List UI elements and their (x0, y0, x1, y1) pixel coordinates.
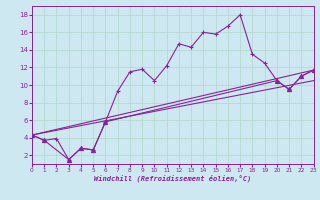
X-axis label: Windchill (Refroidissement éolien,°C): Windchill (Refroidissement éolien,°C) (94, 175, 252, 182)
